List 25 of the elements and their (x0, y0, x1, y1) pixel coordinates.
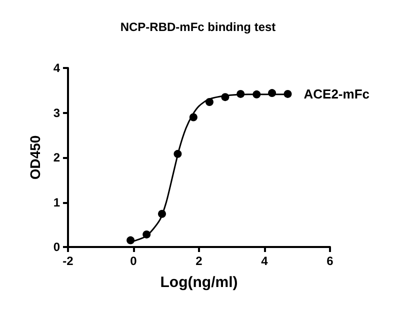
y-tick-label: 0 (53, 240, 60, 254)
series-label: ACE2-mFc (304, 86, 370, 102)
y-tick-label: 2 (53, 150, 60, 164)
x-axis-title: Log(ng/ml) (160, 274, 238, 291)
point (189, 113, 198, 122)
point (142, 230, 151, 238)
x-tick-label: 2 (196, 254, 203, 268)
y-tick-label: 1 (53, 195, 60, 210)
chart-title: NCP-RBD-mFc binding test (120, 20, 276, 34)
x-tick-label: -2 (62, 254, 74, 268)
y-tick-label: 3 (53, 106, 60, 120)
point (158, 210, 166, 218)
point (236, 90, 245, 98)
point (252, 90, 261, 98)
point (126, 236, 135, 244)
point (268, 89, 276, 98)
x-tick-label: 6 (326, 254, 334, 268)
x-tick-label: 0 (130, 254, 138, 268)
y-tick-label: 4 (53, 61, 60, 75)
point (174, 150, 182, 158)
y-axis-title: OD450 (27, 135, 43, 180)
point (205, 98, 214, 106)
point (284, 90, 292, 98)
x-tick-label: 4 (261, 254, 268, 268)
point (221, 93, 230, 102)
